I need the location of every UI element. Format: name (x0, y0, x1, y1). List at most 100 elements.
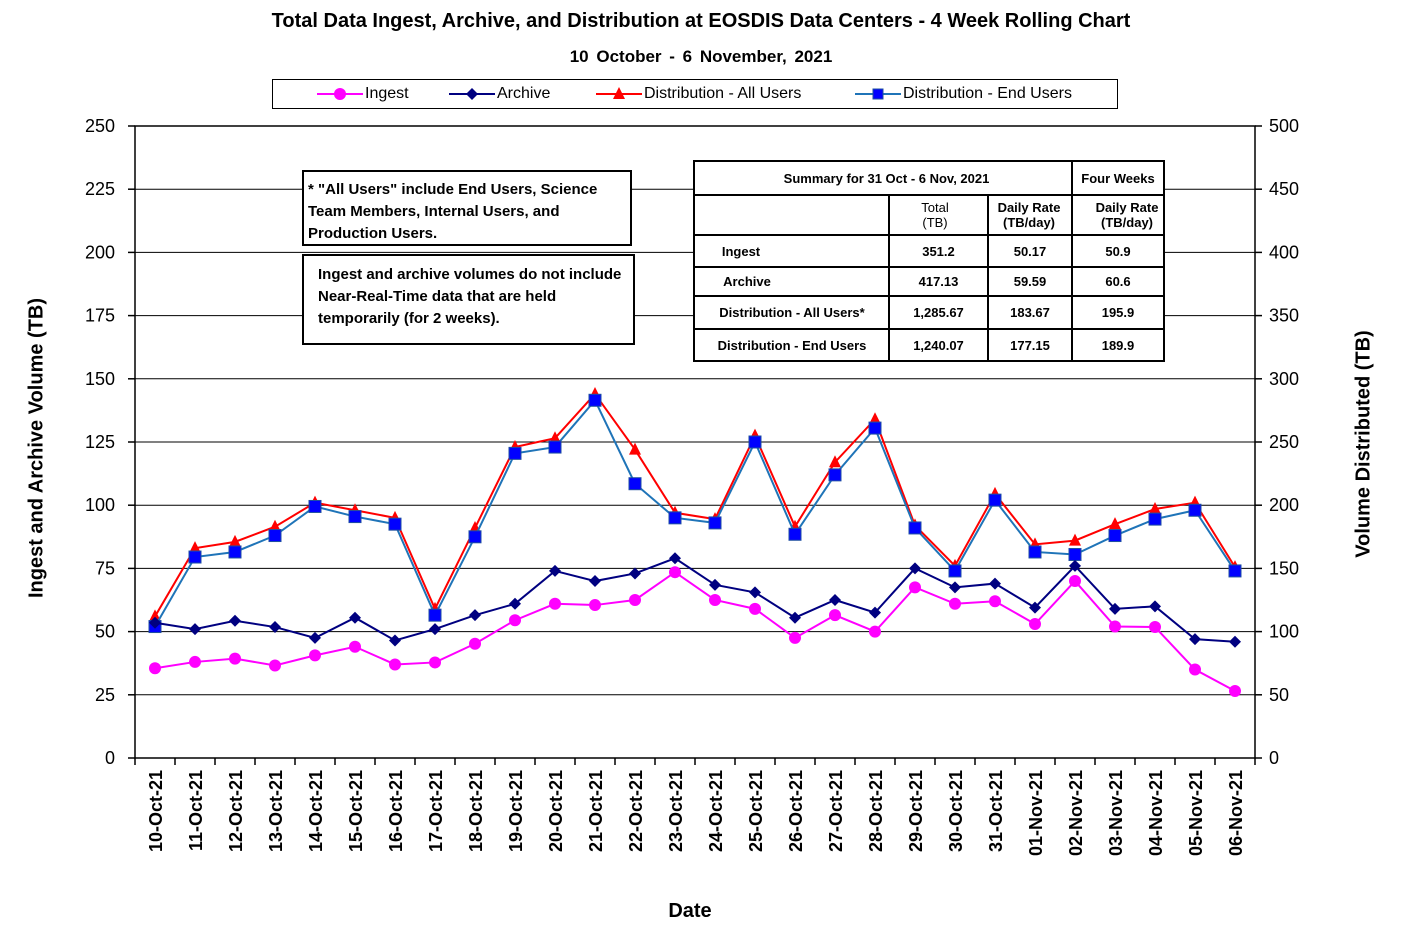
ingest-point (1229, 685, 1241, 698)
y-tick-label-left: 0 (105, 748, 115, 768)
y-tick-label-left: 175 (85, 306, 115, 326)
archive-point (1229, 635, 1241, 648)
distribution-all-users-point (1109, 517, 1121, 530)
archive-point (1149, 600, 1161, 613)
distribution-end-users-point (1068, 547, 1082, 561)
ingest-point (989, 595, 1001, 608)
x-tick-label: 29-Oct-21 (906, 770, 926, 852)
y-tick-label-left: 25 (95, 685, 115, 705)
distribution-all-users-point (229, 534, 241, 547)
distribution-all-users-point (189, 541, 201, 554)
y-tick-label-right: 100 (1269, 622, 1299, 642)
distribution-end-users-point (268, 529, 282, 543)
row-total: 1,240.07 (913, 337, 964, 353)
legend-label-ingest: Ingest (365, 85, 409, 102)
distribution-all-users-point (869, 412, 881, 425)
chart-subtitle: 10 October - 6 November, 2021 (569, 47, 833, 66)
y-tick-label-left: 75 (95, 558, 115, 578)
chart-title: Total Data Ingest, Archive, and Distribu… (271, 10, 1131, 32)
row-daily: 50.17 (1013, 243, 1047, 259)
x-tick-label: 13-Oct-21 (266, 770, 286, 852)
y-tick-label-right: 500 (1269, 116, 1299, 136)
ingest-point (589, 599, 601, 612)
note-all-users-text: * "All Users" include End Users, Science… (308, 181, 598, 242)
x-tick-label: 21-Oct-21 (586, 770, 606, 852)
y-tick-label-right: 450 (1269, 179, 1299, 199)
distribution-end-users-point (468, 530, 482, 544)
archive-point (229, 614, 241, 627)
y-tick-label-left: 250 (85, 116, 115, 136)
archive-point (269, 621, 281, 634)
x-tick-label: 26-Oct-21 (786, 770, 806, 852)
legend-item-distribution-end: Distribution - End Users (855, 80, 1072, 108)
ingest-point (229, 652, 241, 665)
x-tick-label: 10-Oct-21 (146, 770, 166, 852)
ingest-point (389, 658, 401, 671)
archive-point (149, 616, 161, 629)
row-total: 1,285.67 (913, 305, 964, 320)
legend-item-ingest: Ingest (317, 80, 409, 108)
distribution-all-users-point (549, 431, 561, 444)
x-tick-label: 11-Oct-21 (186, 770, 206, 851)
summary-header-four-weeks: Four Weeks (1081, 170, 1155, 186)
archive-point (189, 623, 201, 636)
archive-point (629, 567, 641, 580)
y-tick-label-left: 100 (85, 495, 115, 515)
distribution-end-users-point (188, 550, 202, 564)
y-axis-label-right: Volume Distributed (TB) (1352, 330, 1375, 558)
row-label: Archive (723, 274, 771, 289)
distribution-end-users-point (948, 564, 962, 578)
archive-point (869, 606, 881, 619)
archive-point (669, 552, 681, 565)
ingest-point (469, 637, 481, 650)
distribution-end-users-point (388, 517, 402, 531)
distribution-all-users-point (1149, 501, 1161, 514)
archive-point (549, 564, 561, 577)
distribution-end-users-point (628, 477, 642, 491)
row-label: Distribution - All Users* (719, 305, 865, 320)
archive-point (789, 611, 801, 624)
archive-point (589, 575, 601, 588)
distribution-end-users-point (748, 435, 762, 449)
x-tick-label: 15-Oct-21 (346, 770, 366, 852)
ingest-point (189, 655, 201, 668)
ingest-point (1109, 620, 1121, 633)
x-tick-label: 30-Oct-21 (946, 770, 966, 852)
y-tick-label-right: 200 (1269, 495, 1299, 515)
distribution-end-users-point (308, 499, 322, 513)
ingest-point (149, 662, 161, 675)
series-line-distribution-all-users (154, 392, 1236, 617)
ingest-point (669, 566, 681, 579)
ingest-point (629, 594, 641, 606)
distribution-end-users-point (788, 527, 802, 541)
distribution-end-users-point (1188, 503, 1202, 517)
ingest-point (749, 602, 761, 615)
summary-table: Summary for 31 Oct - 6 Nov, 2021 Four We… (693, 160, 1165, 362)
x-tick-label: 31-Oct-21 (986, 770, 1006, 852)
col-total-header: Total (TB) (921, 200, 949, 230)
ingest-point (509, 614, 521, 627)
ingest-point (1029, 618, 1041, 631)
distribution-end-users-point (828, 468, 842, 482)
x-tick-label: 03-Nov-21 (1106, 770, 1126, 856)
x-tick-label: 23-Oct-21 (666, 770, 686, 852)
archive-point (389, 634, 401, 647)
ingest-point (909, 581, 921, 594)
x-tick-label: 04-Nov-21 (1146, 770, 1166, 856)
y-tick-label-left: 125 (85, 432, 115, 452)
ingest-point (269, 659, 281, 672)
x-tick-label: 16-Oct-21 (386, 770, 406, 852)
distribution-end-users-point (548, 440, 562, 454)
ingest-point (1069, 575, 1081, 588)
y-axis-label-left: Ingest and Archive Volume (TB) (25, 297, 48, 599)
distribution-end-users-point (588, 393, 602, 407)
archive-point (829, 594, 841, 606)
archive-point (1189, 633, 1201, 646)
x-tick-label: 14-Oct-21 (306, 770, 326, 852)
row-daily: 177.15 (1010, 337, 1050, 353)
archive-point (309, 631, 321, 644)
distribution-end-users-point (668, 511, 682, 525)
y-tick-label-right: 300 (1269, 369, 1299, 389)
y-tick-label-right: 400 (1269, 242, 1299, 262)
row-daily: 183.67 (1010, 305, 1050, 320)
